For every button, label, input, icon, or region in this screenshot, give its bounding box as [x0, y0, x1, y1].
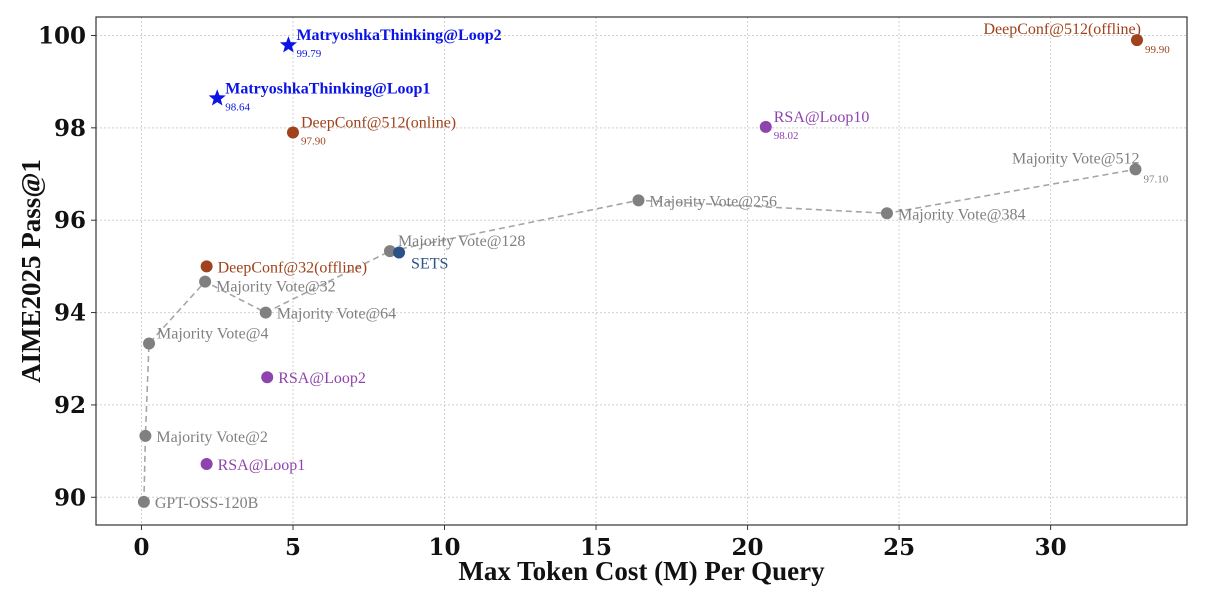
data-point: Majority Vote@2	[139, 429, 268, 446]
point-label: Majority Vote@4	[157, 326, 268, 343]
point-label: Majority Vote@32	[216, 279, 335, 296]
y-tick-label: 98	[54, 115, 86, 142]
data-point: DeepConf@32(offline)	[200, 259, 368, 276]
point-label: RSA@Loop1	[218, 457, 306, 474]
point-marker	[200, 458, 213, 471]
data-point: Majority Vote@256	[632, 193, 777, 210]
star-marker	[208, 89, 226, 106]
data-points: GPT-OSS-120B Majority Vote@2 Majority Vote…	[137, 21, 1170, 512]
point-marker	[759, 120, 772, 133]
grid-lines	[96, 17, 1187, 525]
point-label: SETS	[411, 256, 448, 273]
y-tick-label: 100	[38, 22, 86, 49]
x-tick-label: 30	[1035, 534, 1067, 561]
data-point: Majority Vote@512 97.10	[1012, 150, 1169, 185]
point-label: Majority Vote@384	[898, 206, 1025, 223]
plot-frame	[95, 16, 1188, 526]
data-point: RSA@Loop2	[261, 370, 366, 387]
point-marker	[880, 207, 893, 220]
data-point: DeepConf@512(offline) 99.90	[983, 21, 1170, 56]
point-label: Majority Vote@2	[156, 429, 267, 446]
point-label: MatryoshkaThinking@Loop2	[296, 27, 501, 44]
data-point: MatryoshkaThinking@Loop1 98.64	[208, 80, 430, 113]
point-label: Majority Vote@64	[277, 306, 396, 323]
axis-ticks: 0 5 10 15 20 25 30 90 92 94 96 98 100	[38, 22, 1067, 561]
point-marker	[1129, 163, 1142, 176]
point-value-label: 97.10	[1143, 173, 1168, 185]
y-tick-label: 94	[54, 300, 86, 327]
point-marker	[199, 275, 212, 288]
point-marker	[261, 371, 274, 384]
data-point: Majority Vote@384	[880, 206, 1025, 223]
data-point: SETS	[393, 246, 448, 273]
point-label: MatryoshkaThinking@Loop1	[225, 80, 430, 97]
point-label: DeepConf@512(offline)	[983, 21, 1141, 38]
point-label: Majority Vote@512	[1012, 150, 1139, 167]
point-marker	[1130, 34, 1143, 47]
point-label: Majority Vote@256	[649, 193, 776, 210]
point-marker	[200, 260, 213, 273]
data-point: Majority Vote@128	[383, 233, 525, 258]
x-tick-label: 20	[732, 534, 764, 561]
point-marker	[632, 194, 645, 207]
point-marker	[137, 495, 150, 508]
x-tick-label: 0	[133, 534, 149, 561]
data-point: DeepConf@512(online) 97.90	[286, 114, 456, 147]
point-label: Majority Vote@128	[398, 233, 525, 250]
x-tick-label: 5	[285, 534, 301, 561]
point-marker	[393, 246, 406, 259]
star-marker	[279, 36, 297, 53]
data-point: RSA@Loop1	[200, 457, 306, 474]
y-tick-label: 92	[54, 392, 86, 419]
x-tick-label: 25	[883, 534, 915, 561]
data-point: MatryoshkaThinking@Loop2 99.79	[279, 27, 502, 60]
y-axis-title: AIME2025 Pass@1	[16, 159, 46, 383]
data-point: GPT-OSS-120B	[137, 495, 258, 512]
point-label: GPT-OSS-120B	[155, 495, 258, 512]
y-tick-label: 90	[54, 484, 86, 511]
data-point: RSA@Loop10 98.02	[759, 109, 870, 142]
y-tick-label: 96	[54, 207, 86, 234]
point-value-label: 98.64	[225, 101, 250, 113]
x-axis-title: Max Token Cost (M) Per Query	[458, 556, 825, 586]
point-label: DeepConf@512(online)	[301, 114, 456, 131]
point-value-label: 99.90	[1145, 44, 1170, 56]
point-marker	[383, 245, 396, 258]
x-tick-label: 15	[580, 534, 612, 561]
data-point: Majority Vote@32	[199, 275, 336, 296]
point-marker	[143, 337, 156, 350]
data-point: Majority Vote@4	[143, 326, 269, 350]
point-label: RSA@Loop10	[774, 109, 870, 126]
point-value-label: 97.90	[301, 135, 326, 147]
point-label: RSA@Loop2	[278, 370, 366, 387]
point-marker	[259, 306, 272, 319]
point-marker	[139, 429, 152, 442]
x-tick-label: 10	[429, 534, 461, 561]
point-value-label: 98.02	[774, 130, 799, 142]
point-value-label: 99.79	[296, 48, 321, 60]
point-marker	[286, 126, 299, 139]
point-label: DeepConf@32(offline)	[218, 259, 368, 276]
data-point: Majority Vote@64	[259, 306, 396, 323]
